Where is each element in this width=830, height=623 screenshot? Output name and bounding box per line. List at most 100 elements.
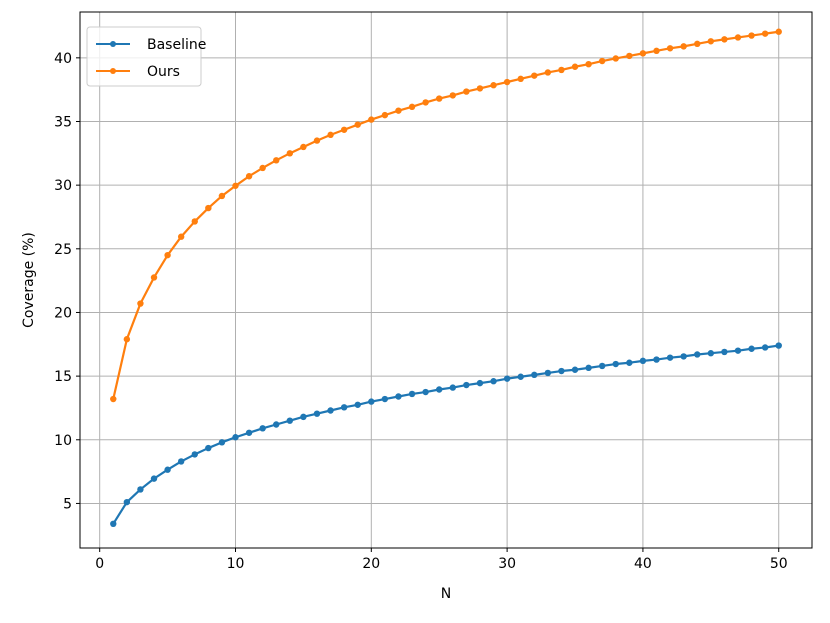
data-point-baseline: [626, 359, 633, 366]
data-point-baseline: [558, 367, 565, 375]
data-point-ours: [313, 137, 321, 144]
y-tick-label: 5: [63, 496, 72, 512]
data-point-ours: [354, 121, 361, 128]
y-tick-label: 30: [54, 178, 72, 194]
data-point-baseline: [639, 357, 647, 365]
data-point-ours: [259, 164, 266, 172]
data-point-baseline: [449, 384, 456, 391]
y-axis-label: Coverage (%): [21, 232, 37, 328]
data-point-ours: [245, 173, 253, 180]
y-tick-label: 25: [54, 242, 72, 258]
x-tick-label: 20: [362, 556, 380, 572]
data-point-ours: [218, 192, 226, 200]
legend-box: [86, 26, 202, 87]
data-point-ours: [340, 126, 348, 133]
data-point-ours: [680, 43, 687, 50]
y-tick-label: 35: [54, 114, 72, 130]
data-point-baseline: [137, 486, 144, 493]
data-point-ours: [585, 60, 592, 68]
data-point-baseline: [694, 351, 701, 358]
data-point-baseline: [517, 373, 524, 380]
data-point-baseline: [177, 458, 185, 465]
data-point-baseline: [707, 350, 715, 357]
data-point-ours: [666, 45, 674, 52]
data-point-baseline: [571, 366, 579, 373]
data-point-baseline: [327, 407, 334, 414]
data-point-ours: [327, 131, 334, 139]
data-point-baseline: [191, 451, 198, 458]
data-point-ours: [449, 92, 456, 99]
data-point-ours: [544, 69, 552, 76]
data-point-ours: [734, 34, 742, 41]
data-point-baseline: [544, 369, 552, 377]
data-point-baseline: [666, 354, 674, 361]
data-point-baseline: [490, 378, 497, 385]
x-tick-label: 30: [498, 556, 516, 572]
y-tick-label: 15: [54, 369, 72, 385]
data-point-baseline: [748, 345, 755, 352]
data-point-baseline: [775, 342, 782, 349]
data-point-baseline: [408, 390, 416, 398]
data-point-baseline: [761, 344, 769, 351]
data-point-ours: [408, 103, 416, 111]
data-point-baseline: [313, 410, 321, 417]
legend: Baseline Ours: [86, 26, 206, 87]
data-point-baseline: [368, 398, 375, 405]
series-baseline: [110, 342, 782, 528]
data-point-ours: [707, 38, 715, 45]
data-point-ours: [748, 32, 755, 39]
data-point-ours: [571, 63, 579, 70]
data-point-ours: [205, 204, 212, 212]
data-point-ours: [503, 78, 511, 86]
data-point-ours: [598, 57, 606, 65]
data-point-ours: [694, 40, 701, 48]
data-point-ours: [137, 300, 144, 307]
data-point-baseline: [245, 429, 253, 436]
legend-marker-ours: [110, 68, 116, 74]
data-point-ours: [626, 52, 633, 60]
data-point-ours: [436, 95, 443, 102]
legend-label-baseline: Baseline: [147, 37, 206, 53]
plot-frame: [79, 11, 813, 549]
data-point-ours: [177, 233, 185, 240]
data-point-ours: [517, 75, 524, 83]
data-point-ours: [395, 107, 402, 114]
data-point-ours: [775, 28, 782, 35]
data-point-ours: [490, 82, 497, 89]
data-point-ours: [381, 111, 389, 119]
y-tick-label: 10: [54, 433, 72, 449]
y-tick-label: 40: [54, 51, 72, 67]
data-point-ours: [476, 85, 484, 92]
data-point-ours: [232, 182, 239, 189]
data-point-baseline: [273, 421, 280, 428]
data-point-baseline: [721, 348, 728, 356]
x-axis-label: N: [441, 586, 451, 602]
data-point-baseline: [476, 379, 484, 387]
legend-marker-baseline: [110, 41, 116, 47]
data-point-ours: [123, 336, 131, 343]
data-point-baseline: [585, 364, 592, 372]
data-point-ours: [273, 157, 280, 164]
data-point-baseline: [354, 401, 361, 408]
data-point-baseline: [340, 404, 348, 411]
plot-series: [110, 28, 782, 528]
data-point-ours: [191, 218, 198, 225]
x-tick-label: 40: [634, 556, 652, 572]
data-point-baseline: [680, 353, 687, 360]
data-point-baseline: [436, 386, 443, 393]
data-point-baseline: [503, 375, 511, 382]
data-point-ours: [150, 274, 158, 281]
data-point-ours: [286, 150, 294, 157]
data-point-baseline: [164, 466, 171, 473]
data-point-baseline: [110, 520, 117, 528]
legend-label-ours: Ours: [147, 64, 180, 80]
data-point-baseline: [300, 413, 307, 421]
data-point-ours: [721, 36, 728, 43]
data-point-baseline: [232, 434, 239, 441]
data-point-baseline: [422, 388, 429, 396]
data-point-ours: [612, 55, 619, 62]
data-point-ours: [639, 50, 647, 57]
data-point-baseline: [395, 393, 402, 400]
